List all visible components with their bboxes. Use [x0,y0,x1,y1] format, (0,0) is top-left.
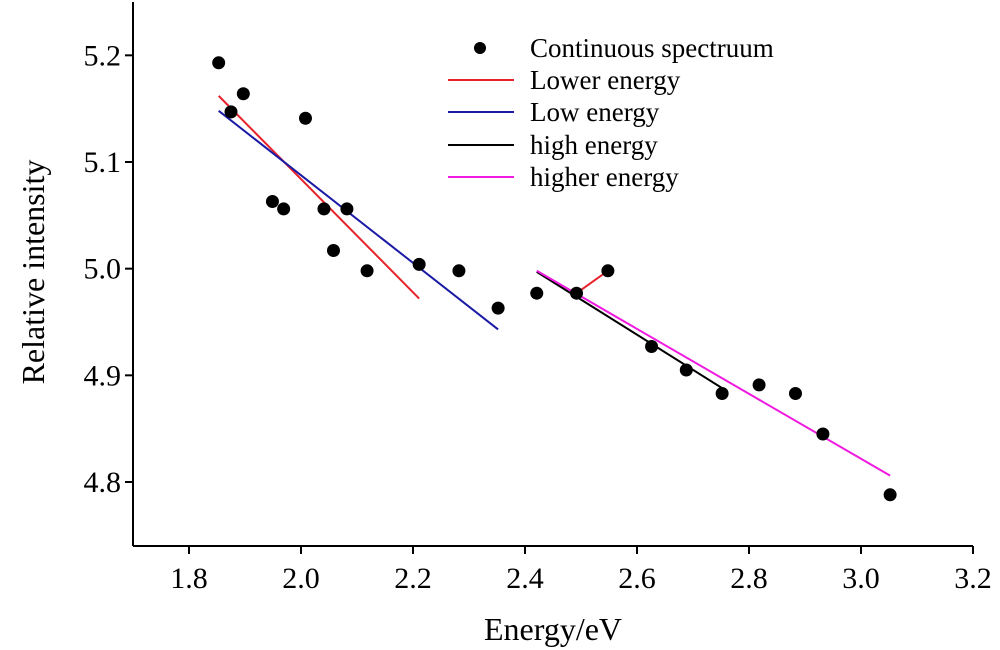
legend-label-higher-energy: higher energy [530,162,679,192]
data-point [816,427,830,441]
x-axis-title: Energy/eV [484,611,622,647]
data-point [326,244,340,258]
x-tick-label: 2.2 [394,562,432,595]
data-point [265,194,279,208]
x-tick-label: 2.6 [618,562,656,595]
axes [132,2,973,547]
data-point [788,386,802,400]
data-point [340,202,354,216]
fit-line-high-energy [536,271,723,389]
data-point [224,105,238,119]
data-point [570,286,584,300]
data-point [277,202,291,216]
legend: Continuous spectruum Lower energy Low en… [448,33,774,192]
x-tick-label: 2.8 [730,562,768,595]
x-tick-label: 2.4 [506,562,544,595]
x-tick-label: 3.2 [954,562,992,595]
y-tick-label: 5.0 [84,253,122,286]
x-ticks: 1.8 2.0 2.2 2.4 2.6 2.8 3.0 3.2 [170,546,992,595]
fit-line-higher-energy [536,269,891,477]
x-tick-label: 3.0 [842,562,880,595]
y-tick-label: 4.8 [84,466,122,499]
fit-line-lower-energy [217,95,420,300]
data-points [212,56,897,502]
data-point [715,386,729,400]
data-point [679,363,693,377]
x-tick-label: 2.0 [282,562,320,595]
legend-label-lower-energy: Lower energy [530,65,681,95]
legend-marker-points [474,42,486,54]
y-tick-label: 5.1 [84,146,122,179]
data-point [236,87,250,101]
legend-label-high-energy: high energy [530,130,658,160]
data-point [298,111,312,125]
data-point [752,378,766,392]
data-point [212,56,226,70]
legend-label-low-energy: Low energy [530,97,660,127]
data-point [883,488,897,502]
y-tick-label: 4.9 [84,359,122,392]
y-ticks: 4.8 4.9 5.0 5.1 5.2 [84,39,133,499]
data-point [412,257,426,271]
data-point [360,264,374,278]
data-point [530,286,544,300]
y-tick-label: 5.2 [84,39,122,72]
data-point [491,301,505,315]
legend-label-points: Continuous spectruum [530,33,774,63]
x-tick-label: 1.8 [170,562,208,595]
data-point [317,202,331,216]
fit-line-low-energy [218,110,499,331]
y-axis-title: Relative intensity [15,160,51,385]
data-point [452,264,466,278]
data-point [601,264,615,278]
data-point [645,340,659,354]
